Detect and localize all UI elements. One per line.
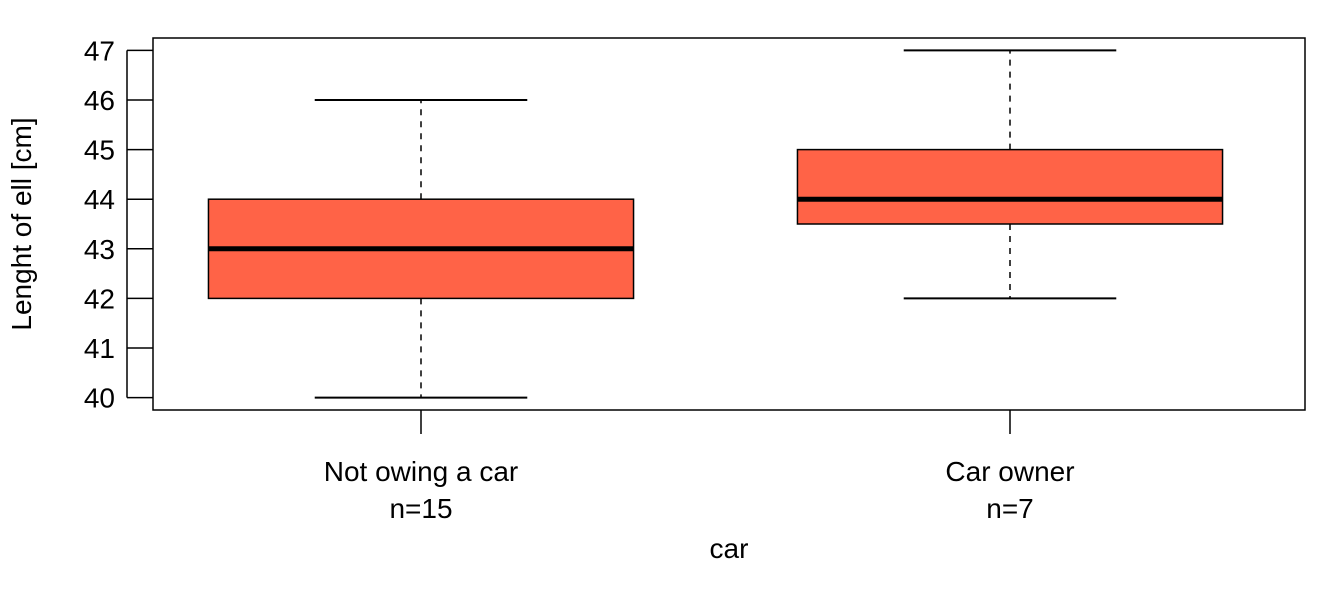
x-tick-label: Car owner — [945, 456, 1074, 487]
y-axis-title: Lenght of ell [cm] — [6, 117, 37, 330]
y-tick-label: 47 — [84, 35, 115, 66]
y-tick-label: 46 — [84, 85, 115, 116]
iqr-box — [796, 148, 1224, 225]
y-tick-label: 44 — [84, 184, 115, 215]
box-group — [207, 99, 635, 399]
x-axis: Not owing a car n=15 Car owner n=7 — [324, 410, 1075, 524]
x-axis-title: car — [710, 533, 749, 564]
x-tick-count-label: n=7 — [986, 493, 1034, 524]
y-tick-label: 43 — [84, 234, 115, 265]
x-tick-count-label: n=15 — [389, 493, 452, 524]
y-tick-label: 45 — [84, 135, 115, 166]
y-axis: 40 41 42 43 44 45 46 47 — [84, 35, 153, 414]
x-tick-label: Not owing a car — [324, 456, 519, 487]
box-group — [796, 49, 1224, 300]
y-tick-label: 40 — [84, 383, 115, 414]
plot-frame — [152, 37, 1306, 411]
boxplot-series — [207, 49, 1224, 399]
y-tick-label: 42 — [84, 283, 115, 314]
y-tick-label: 41 — [84, 333, 115, 364]
